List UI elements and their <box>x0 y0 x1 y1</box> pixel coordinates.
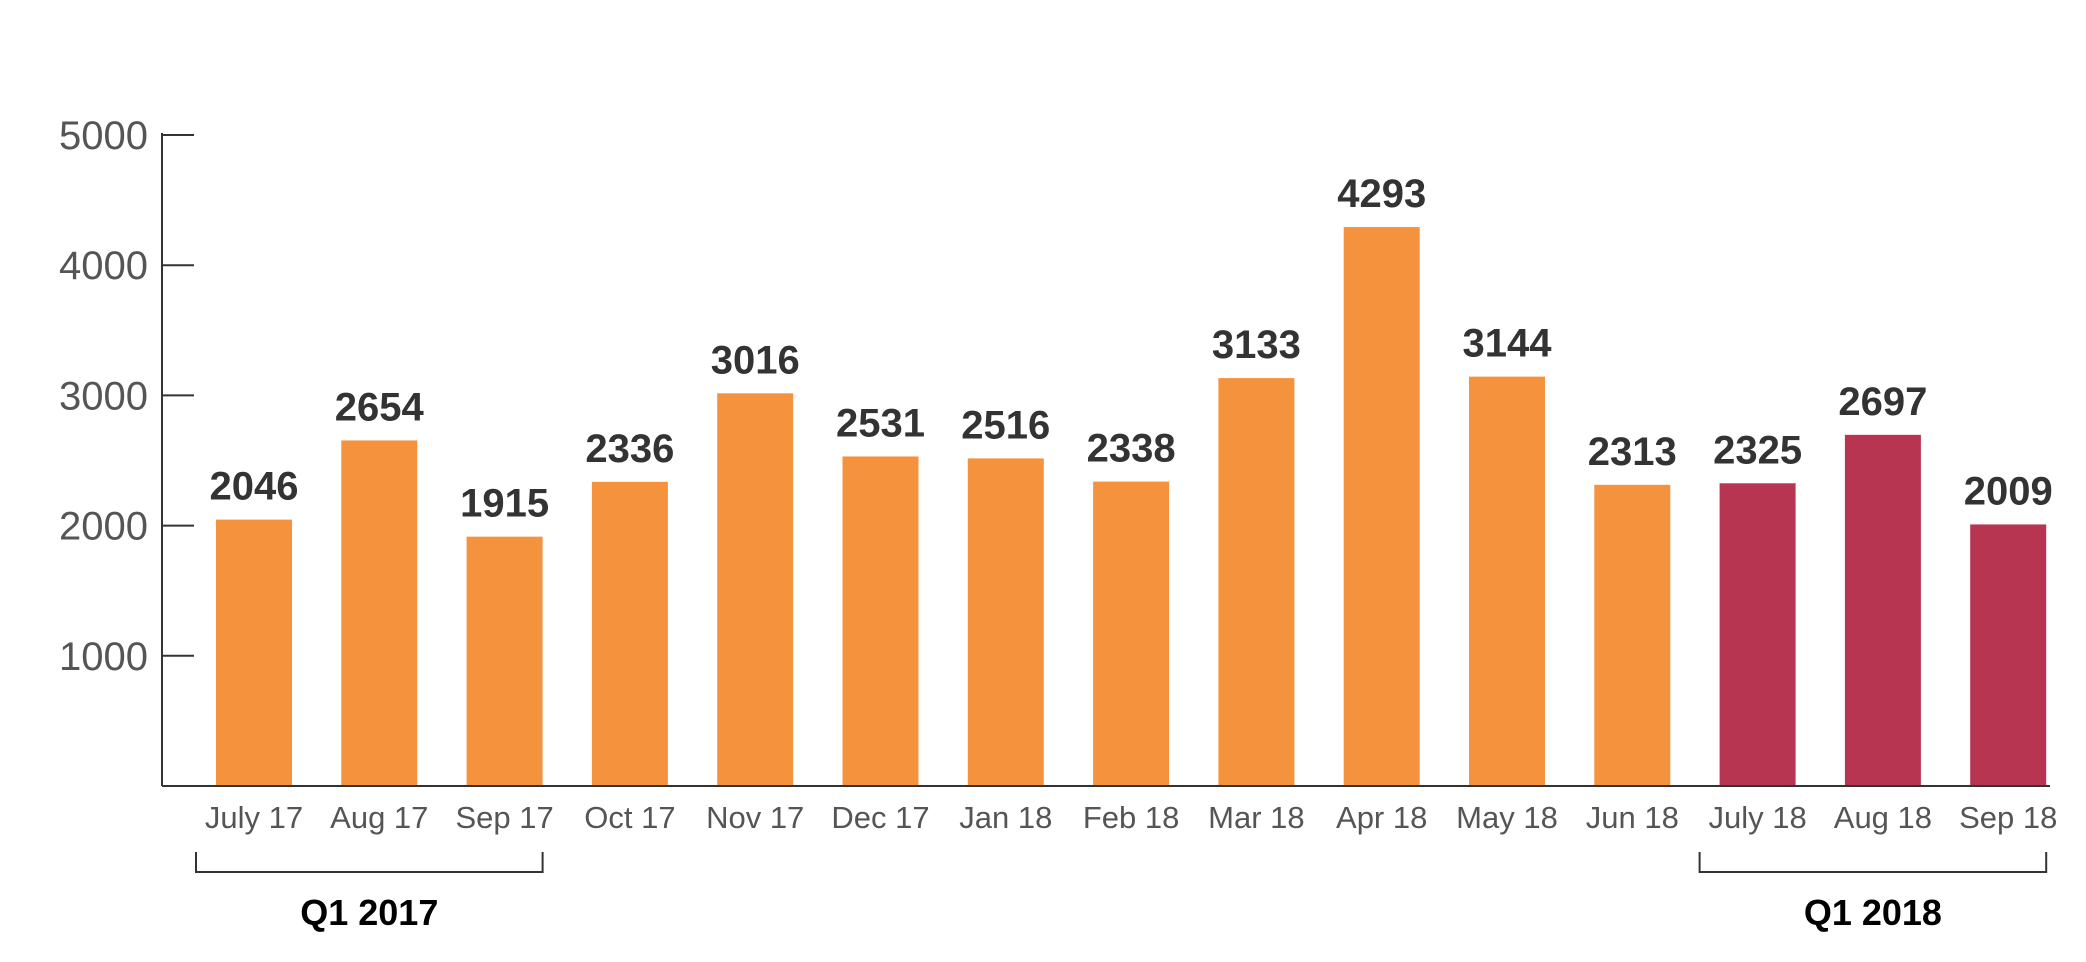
bar <box>216 519 292 786</box>
category-label: July 18 <box>1708 800 1806 835</box>
y-axis: 1000 2000 3000 4000 5000 <box>59 114 194 786</box>
group-bracket <box>1698 852 2048 873</box>
category-label: Sep 17 <box>455 800 553 835</box>
bar <box>1970 524 2047 786</box>
y-tick-label: 4000 <box>59 244 148 288</box>
value-label: 2009 <box>1964 469 2053 513</box>
category-label: Aug 17 <box>330 800 428 835</box>
bar <box>341 440 418 786</box>
bars <box>216 227 2047 787</box>
group-bracket <box>195 852 544 873</box>
bar <box>967 458 1044 786</box>
bar <box>1093 481 1170 786</box>
y-tick-label: 1000 <box>59 635 148 679</box>
category-label: Apr 18 <box>1336 800 1427 835</box>
bar <box>717 393 794 786</box>
category-label: Mar 18 <box>1208 800 1304 835</box>
category-label: Aug 18 <box>1834 800 1932 835</box>
value-label: 2313 <box>1588 430 1677 474</box>
group-label: Q1 2017 <box>300 892 438 933</box>
bar <box>1343 227 1420 787</box>
category-label: Nov 17 <box>706 800 804 835</box>
bar <box>1218 378 1295 786</box>
group-brackets: Q1 2017 Q1 2018 <box>195 852 2048 933</box>
category-label: July 17 <box>205 800 303 835</box>
y-tick-label: 5000 <box>59 114 148 158</box>
value-label: 4293 <box>1337 172 1426 216</box>
category-label: Feb 18 <box>1083 800 1180 835</box>
category-label: May 18 <box>1456 800 1558 835</box>
bar <box>466 536 543 786</box>
value-label: 2336 <box>585 427 674 471</box>
value-label: 1915 <box>460 482 549 526</box>
value-label: 3144 <box>1463 322 1553 366</box>
y-tick-label: 2000 <box>59 505 148 549</box>
value-label: 2046 <box>210 465 299 509</box>
group-label: Q1 2018 <box>1804 892 1942 933</box>
category-label: Sep 18 <box>1959 800 2057 835</box>
category-label: Jun 18 <box>1586 800 1679 835</box>
value-label: 2697 <box>1838 380 1927 424</box>
value-label: 2531 <box>836 401 925 445</box>
value-label: 2516 <box>961 403 1050 447</box>
bar <box>1844 434 1921 786</box>
category-label: Dec 17 <box>831 800 929 835</box>
value-label: 3133 <box>1212 323 1301 367</box>
bar <box>1594 484 1671 786</box>
value-labels: 2046 2654 1915 2336 3016 2531 2516 2338 3133 4293… <box>210 172 2053 526</box>
y-tick-label: 3000 <box>59 374 148 418</box>
bar <box>1469 376 1545 786</box>
bar <box>842 456 919 786</box>
bar <box>591 481 668 786</box>
x-axis: July 17 Aug 17 Sep 17 Oct 17 Nov 17 Dec 17 Jan… <box>162 785 2057 835</box>
value-label: 2325 <box>1713 428 1802 472</box>
bar <box>1719 483 1796 786</box>
category-label: Oct 17 <box>584 800 675 835</box>
value-label: 2338 <box>1087 427 1176 471</box>
category-label: Jan 18 <box>959 800 1052 835</box>
value-label: 2654 <box>335 385 425 429</box>
value-label: 3016 <box>711 338 800 382</box>
